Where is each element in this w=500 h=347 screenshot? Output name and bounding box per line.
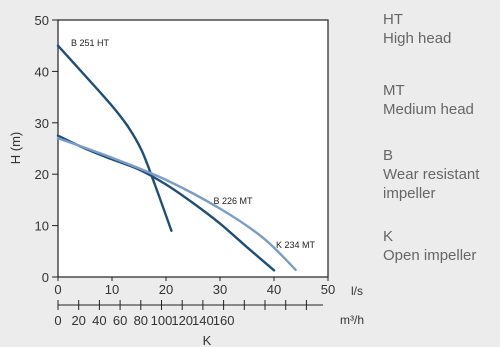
series-line-0 xyxy=(56,44,173,232)
x2-tick-label: 60 xyxy=(113,313,127,328)
legend-code: HT xyxy=(383,11,403,28)
x2-tick-label: 140 xyxy=(192,313,214,328)
x2-tick-label: 120 xyxy=(171,313,193,328)
x-tick-label: 20 xyxy=(159,282,173,297)
series-label-1: B 226 MT xyxy=(213,196,253,206)
x-axis-unit: l/s xyxy=(351,284,363,298)
legend-item: HT High head xyxy=(383,10,500,48)
series-line-2 xyxy=(56,137,297,272)
x-tick-label: 30 xyxy=(213,282,227,297)
y-tick-label: 20 xyxy=(35,167,49,182)
legend-item: MT Medium head xyxy=(383,81,500,119)
legend-description: Wear resistant xyxy=(383,166,480,183)
x2-tick-label: 20 xyxy=(71,313,85,328)
legend-item: K Open impeller xyxy=(383,227,500,265)
x-tick-label: 50 xyxy=(321,282,335,297)
y-tick-label: 10 xyxy=(35,219,49,234)
y-tick-label: 0 xyxy=(42,270,49,285)
x2-tick-label: 0 xyxy=(54,313,61,328)
x2-axis-unit: m³/h xyxy=(340,313,364,327)
y-tick-label: 50 xyxy=(35,13,49,28)
plot-frame xyxy=(57,19,329,278)
legend-code: MT xyxy=(383,82,405,99)
legend-description: impeller xyxy=(383,185,436,202)
x2-axis-title: K xyxy=(203,333,212,347)
x-tick-label: 40 xyxy=(267,282,281,297)
series-label-0: B 251 HT xyxy=(71,38,110,48)
x2-tick-label: 160 xyxy=(213,313,235,328)
legend-item: B Wear resistant impeller xyxy=(383,146,500,203)
x2-tick-label: 80 xyxy=(134,313,148,328)
legend-description: Medium head xyxy=(383,101,474,118)
legend-code: K xyxy=(383,228,394,245)
x-tick-label: 0 xyxy=(54,282,61,297)
pump-performance-chart: 0 10 20 30 40 50 0 10 20 30 40 50 0 20 40 60 80 100120140… xyxy=(8,13,364,347)
y-tick-label: 40 xyxy=(35,64,49,79)
legend-description: High head xyxy=(383,30,452,47)
legend-code: B xyxy=(383,147,394,164)
x2-tick-label: 40 xyxy=(92,313,106,328)
series-label-2: K 234 MT xyxy=(276,240,316,250)
legend-description: Open impeller xyxy=(383,247,477,264)
x-tick-label: 10 xyxy=(105,282,119,297)
plot-area: 0 10 20 30 40 50 0 10 20 30 40 50 0 20 40 60 80 100120140… xyxy=(35,13,336,328)
y-tick-label: 30 xyxy=(35,116,49,131)
x2-tick-label: 100 xyxy=(151,313,173,328)
y-axis-title: H (m) xyxy=(8,132,23,165)
